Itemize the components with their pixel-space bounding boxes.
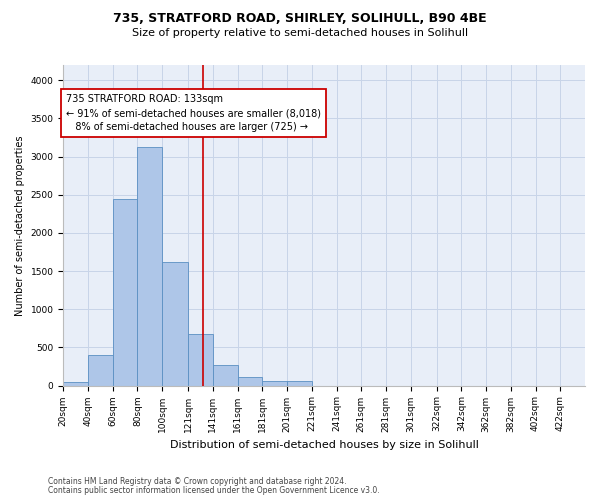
Bar [88, 355, 113, 386]
Bar [113, 200, 137, 386]
Bar [188, 334, 213, 386]
Bar [63, 382, 88, 386]
X-axis label: Distribution of semi-detached houses by size in Solihull: Distribution of semi-detached houses by … [170, 440, 479, 450]
Text: Contains public sector information licensed under the Open Government Licence v3: Contains public sector information licen… [48, 486, 380, 495]
Bar [213, 366, 238, 386]
Bar [162, 262, 188, 386]
Text: 735 STRATFORD ROAD: 133sqm
← 91% of semi-detached houses are smaller (8,018)
   : 735 STRATFORD ROAD: 133sqm ← 91% of semi… [66, 94, 321, 132]
Bar [137, 146, 162, 386]
Text: 735, STRATFORD ROAD, SHIRLEY, SOLIHULL, B90 4BE: 735, STRATFORD ROAD, SHIRLEY, SOLIHULL, … [113, 12, 487, 26]
Text: Size of property relative to semi-detached houses in Solihull: Size of property relative to semi-detach… [132, 28, 468, 38]
Y-axis label: Number of semi-detached properties: Number of semi-detached properties [15, 135, 25, 316]
Bar [287, 382, 312, 386]
Bar [262, 380, 287, 386]
Bar [238, 377, 262, 386]
Text: Contains HM Land Registry data © Crown copyright and database right 2024.: Contains HM Land Registry data © Crown c… [48, 477, 347, 486]
